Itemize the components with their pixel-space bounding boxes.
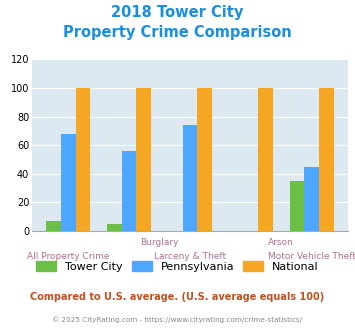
- Bar: [182, 125, 197, 231]
- Bar: [76, 88, 90, 231]
- Text: Burglary: Burglary: [140, 238, 179, 247]
- Bar: [197, 88, 212, 231]
- Bar: [46, 221, 61, 231]
- Legend: Tower City, Pennsylvania, National: Tower City, Pennsylvania, National: [32, 256, 323, 276]
- Text: Arson: Arson: [268, 238, 294, 247]
- Text: Larceny & Theft: Larceny & Theft: [154, 251, 226, 261]
- Bar: [136, 88, 151, 231]
- Text: Motor Vehicle Theft: Motor Vehicle Theft: [268, 251, 355, 261]
- Text: All Property Crime: All Property Crime: [27, 251, 109, 261]
- Text: © 2025 CityRating.com - https://www.cityrating.com/crime-statistics/: © 2025 CityRating.com - https://www.city…: [53, 317, 302, 323]
- Bar: [107, 224, 122, 231]
- Bar: [290, 181, 304, 231]
- Bar: [258, 88, 273, 231]
- Bar: [122, 151, 136, 231]
- Text: Compared to U.S. average. (U.S. average equals 100): Compared to U.S. average. (U.S. average …: [31, 292, 324, 302]
- Bar: [61, 134, 76, 231]
- Text: Property Crime Comparison: Property Crime Comparison: [63, 25, 292, 40]
- Bar: [304, 167, 319, 231]
- Bar: [319, 88, 334, 231]
- Text: 2018 Tower City: 2018 Tower City: [111, 5, 244, 20]
